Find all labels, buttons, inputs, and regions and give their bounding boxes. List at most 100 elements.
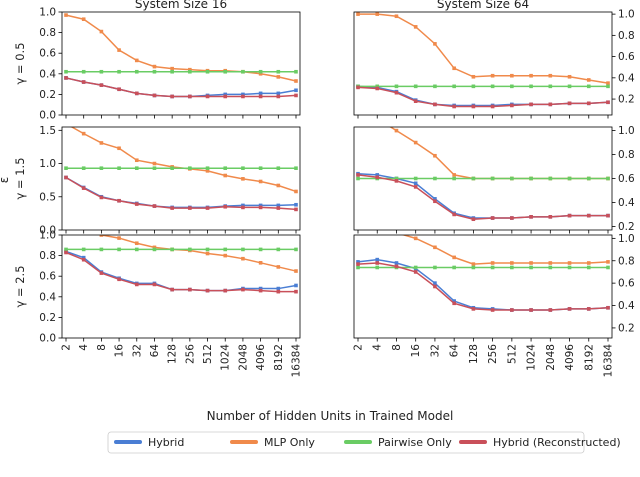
point-marker — [223, 173, 228, 178]
y-tick-label: 0.0 — [39, 333, 56, 345]
point-marker — [490, 73, 495, 78]
point-marker — [567, 84, 572, 89]
point-marker — [510, 308, 514, 312]
series-line — [65, 77, 297, 98]
point-marker — [152, 69, 157, 74]
y-tick-label: 0.4 — [618, 72, 635, 84]
point-marker — [64, 69, 68, 74]
plot-area — [356, 235, 610, 312]
legend-label: Hybrid — [148, 436, 184, 449]
point-marker — [188, 247, 192, 252]
x-tick-label: 2048 — [237, 344, 249, 371]
point-marker — [356, 176, 360, 181]
x-tick-label: 4 — [372, 344, 384, 351]
point-marker — [356, 260, 360, 264]
point-marker — [223, 94, 228, 99]
point-marker — [606, 81, 610, 85]
point-marker — [134, 158, 139, 163]
plot-area — [64, 13, 298, 99]
point-marker — [223, 288, 228, 293]
point-marker — [223, 69, 228, 74]
point-marker — [606, 100, 610, 105]
point-marker — [452, 84, 456, 89]
point-marker — [64, 76, 68, 80]
point-marker — [99, 166, 104, 170]
point-marker — [394, 261, 399, 265]
point-marker — [490, 84, 495, 89]
point-marker — [258, 69, 263, 74]
point-marker — [490, 104, 495, 109]
point-marker — [433, 42, 437, 46]
point-marker — [356, 173, 360, 177]
point-marker — [205, 169, 210, 173]
point-marker — [188, 287, 192, 292]
point-marker — [606, 176, 610, 181]
point-marker — [294, 93, 298, 98]
x-tick-label: 16 — [410, 344, 422, 358]
plot-frame — [61, 126, 301, 231]
point-marker — [375, 265, 380, 270]
y-tick-label: 0.8 — [618, 30, 635, 42]
point-marker — [241, 94, 245, 99]
point-marker — [117, 236, 121, 240]
point-marker — [81, 69, 86, 74]
point-marker — [548, 84, 553, 89]
point-marker — [188, 166, 192, 170]
point-marker — [188, 67, 192, 72]
plot-frame — [353, 11, 613, 116]
point-marker — [471, 104, 476, 109]
point-marker — [134, 282, 139, 287]
point-marker — [394, 90, 399, 95]
plot-frame — [61, 11, 301, 116]
point-marker — [413, 270, 418, 274]
point-marker — [258, 205, 263, 210]
point-marker — [413, 176, 418, 181]
x-axis-label: Number of Hidden Units in Trained Model — [207, 409, 454, 423]
series-line — [65, 14, 297, 82]
y-tick-label: 1.0 — [618, 125, 635, 137]
point-marker — [205, 94, 210, 99]
x-tick-label: 512 — [506, 344, 518, 364]
point-marker — [258, 261, 263, 265]
point-marker — [188, 94, 192, 99]
x-tick-label: 64 — [149, 344, 161, 358]
point-marker — [294, 207, 298, 212]
point-marker — [548, 176, 553, 181]
point-marker — [294, 202, 298, 207]
point-marker — [294, 88, 298, 93]
point-marker — [567, 101, 572, 106]
point-marker — [586, 101, 591, 106]
point-marker — [471, 176, 476, 181]
point-marker — [548, 73, 553, 78]
point-marker — [490, 308, 495, 312]
x-tick-label: 32 — [131, 344, 143, 357]
point-marker — [548, 102, 553, 107]
point-marker — [152, 282, 157, 287]
point-marker — [433, 176, 437, 181]
point-marker — [375, 261, 380, 265]
point-marker — [258, 247, 263, 252]
point-marker — [117, 166, 121, 170]
point-marker — [433, 265, 437, 270]
y-tick-label: 1.0 — [618, 233, 635, 245]
point-marker — [241, 177, 245, 181]
plot-area — [356, 12, 610, 109]
y-tick-label: 1.0 — [39, 230, 56, 242]
x-tick-label: 32 — [429, 344, 441, 357]
point-marker — [276, 94, 281, 99]
y-tick-label: 0.2 — [39, 312, 56, 324]
point-marker — [471, 74, 476, 79]
point-marker — [375, 86, 380, 91]
point-marker — [606, 265, 610, 270]
point-marker — [452, 66, 456, 71]
point-marker — [471, 262, 476, 266]
plot-frame — [353, 234, 613, 339]
x-tick-label: 8 — [96, 344, 108, 351]
point-marker — [452, 299, 456, 303]
point-marker — [471, 307, 476, 311]
point-marker — [152, 204, 157, 208]
point-marker — [276, 247, 281, 252]
point-marker — [241, 287, 245, 292]
point-marker — [394, 179, 399, 183]
y-tick-label: 1.0 — [39, 7, 56, 19]
